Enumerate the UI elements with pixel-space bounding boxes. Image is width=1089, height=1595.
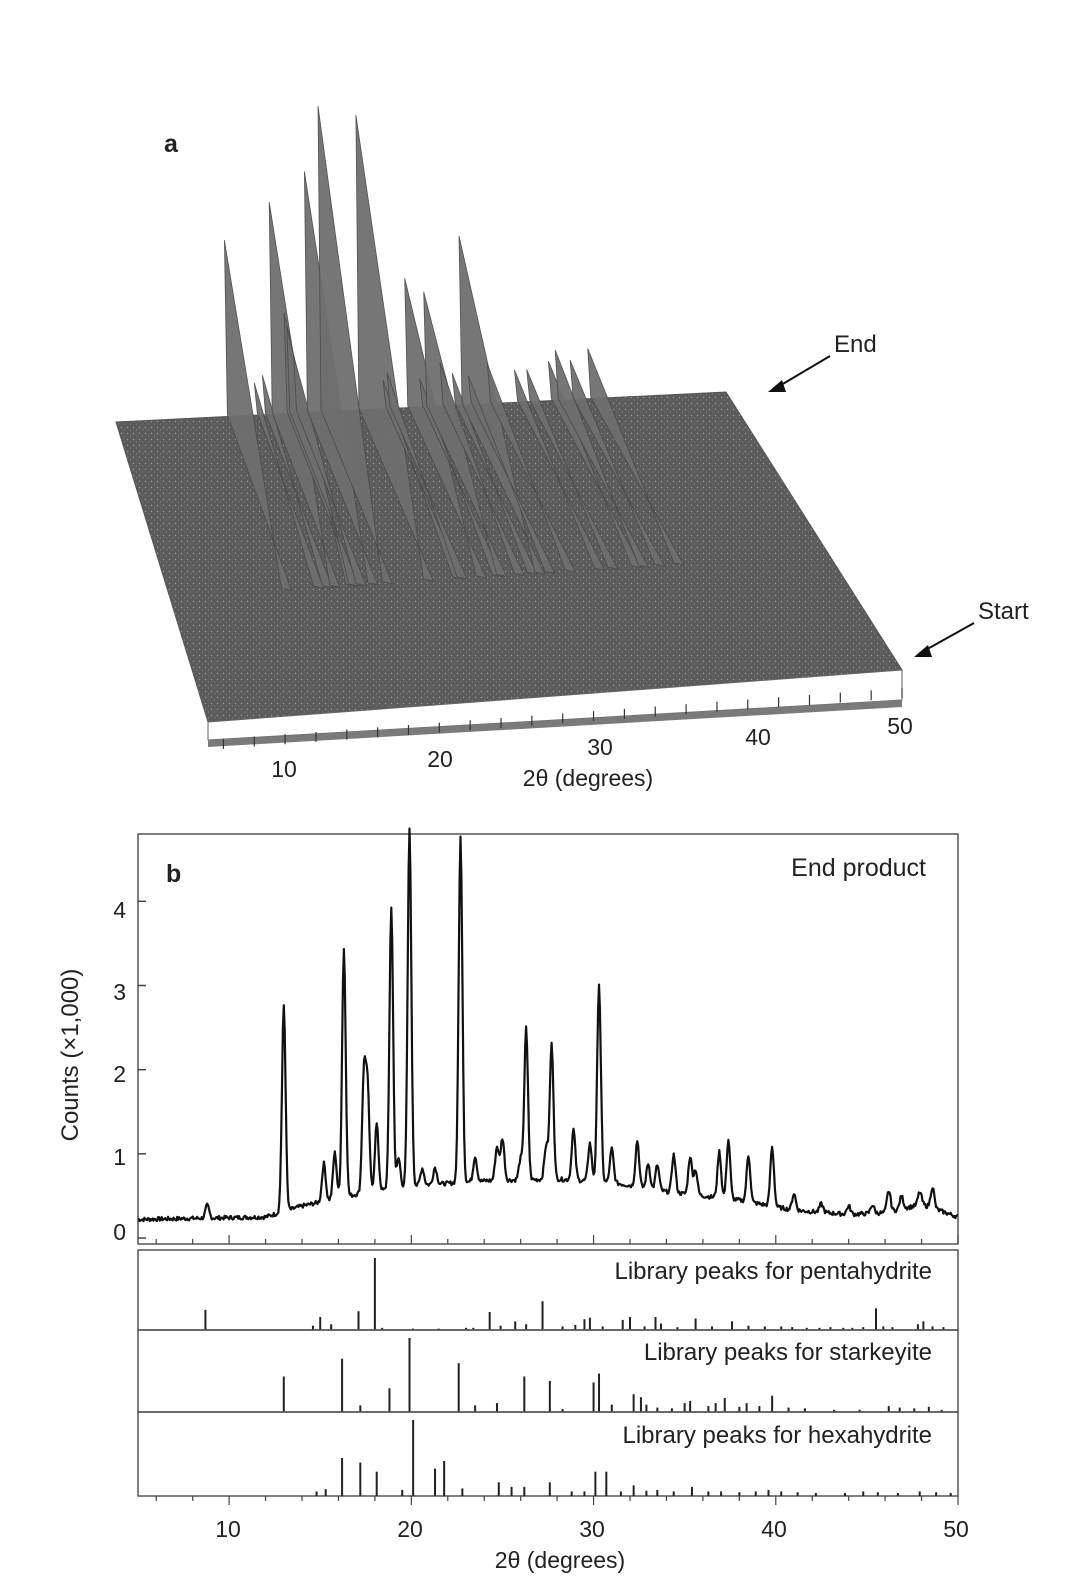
x-tick-40: 40 bbox=[761, 1516, 787, 1542]
library-label-starkeyite: Library peaks for starkeyite bbox=[644, 1339, 932, 1366]
waterfall-peak-ridge bbox=[268, 202, 341, 588]
y-axis-label: Counts (×1,000) bbox=[57, 969, 84, 1142]
waterfall-peak-ridge bbox=[419, 378, 503, 578]
panel-a-tick-marks bbox=[222, 688, 903, 749]
panel-a-label: a bbox=[164, 130, 179, 158]
panel-b-x-ticks bbox=[155, 1235, 959, 1244]
end-product-label: End product bbox=[791, 854, 926, 882]
waterfall-peak-ridge bbox=[262, 375, 334, 589]
waterfall-peak-ridge bbox=[514, 369, 606, 571]
library-lines-starkeyite bbox=[282, 1338, 943, 1412]
panel-a-tick-40: 40 bbox=[745, 724, 771, 750]
waterfall-peak-ridge bbox=[468, 375, 556, 574]
library-panel-pentahydrite: Library peaks for pentahydrite bbox=[137, 1249, 959, 1331]
y-axis-ticks bbox=[138, 900, 146, 1239]
x-tick-50: 50 bbox=[943, 1516, 969, 1542]
y-tick-4: 4 bbox=[113, 897, 126, 923]
waterfall-peak-ridge bbox=[526, 369, 619, 570]
library-frame-hexahydrite bbox=[137, 1411, 959, 1497]
x-tick-20: 20 bbox=[397, 1516, 423, 1542]
library-lines-hexahydrite bbox=[315, 1420, 952, 1496]
end-arrow-head bbox=[768, 380, 786, 392]
waterfall-peak-ridge bbox=[569, 359, 666, 567]
panel-a-tick-30: 30 bbox=[587, 734, 613, 760]
waterfall-peak-ridge bbox=[587, 348, 685, 566]
waterfall-peak-ridge bbox=[439, 362, 525, 576]
waterfall-peak-ridge bbox=[487, 363, 577, 573]
y-tick-2: 2 bbox=[113, 1061, 126, 1087]
waterfall-peak-ridge bbox=[382, 379, 464, 580]
start-arrow-head bbox=[914, 645, 932, 657]
waterfall-peak-ridge bbox=[554, 349, 650, 568]
waterfall-peak-ridge bbox=[355, 114, 435, 582]
bottom-x-ticks bbox=[155, 1496, 959, 1505]
y-tick-0: 0 bbox=[113, 1219, 126, 1245]
waterfall-peak-ridge bbox=[451, 372, 539, 575]
end-arrow-line bbox=[775, 355, 831, 389]
library-panel-hexahydrite: Library peaks for hexahydrite bbox=[137, 1411, 959, 1497]
panel-a-tick-50: 50 bbox=[887, 713, 913, 739]
library-panel-starkeyite: Library peaks for starkeyite bbox=[137, 1329, 959, 1413]
library-label-hexahydrite: Library peaks for hexahydrite bbox=[623, 1422, 933, 1449]
panel-a-tick-10: 10 bbox=[271, 756, 297, 782]
end-product-pattern-line bbox=[137, 827, 959, 1223]
panel-b-frame bbox=[137, 833, 959, 1245]
x-tick-10: 10 bbox=[215, 1516, 241, 1542]
panel-a-3d-waterfall: a 10 20 30 40 50 2θ (degrees) End Start bbox=[115, 106, 1029, 791]
waterfall-peaks bbox=[224, 106, 685, 591]
waterfall-peak-ridge bbox=[386, 372, 468, 580]
x-axis-label: 2θ (degrees) bbox=[495, 1547, 625, 1573]
waterfall-peak-ridge bbox=[317, 106, 394, 585]
waterfall-peak-ridge bbox=[253, 382, 325, 589]
waterfall-peak-ridge bbox=[224, 240, 293, 591]
y-tick-1: 1 bbox=[113, 1144, 126, 1170]
panel-a-xlabel: 2θ (degrees) bbox=[523, 765, 653, 791]
panel-a-tick-20: 20 bbox=[427, 746, 453, 772]
waterfall-peak-ridge bbox=[293, 355, 367, 587]
panel-b-label: b bbox=[166, 860, 181, 888]
end-label: End bbox=[834, 331, 877, 358]
x-tick-30: 30 bbox=[579, 1516, 605, 1542]
panel-b-diffraction: b End product 0 1 2 3 4 Counts (×1,000) bbox=[57, 827, 959, 1245]
waterfall-base-edge bbox=[208, 700, 902, 747]
start-label: Start bbox=[978, 598, 1029, 625]
start-arrow-line bbox=[921, 622, 975, 653]
library-label-pentahydrite: Library peaks for pentahydrite bbox=[614, 1258, 932, 1285]
y-tick-3: 3 bbox=[113, 979, 126, 1005]
